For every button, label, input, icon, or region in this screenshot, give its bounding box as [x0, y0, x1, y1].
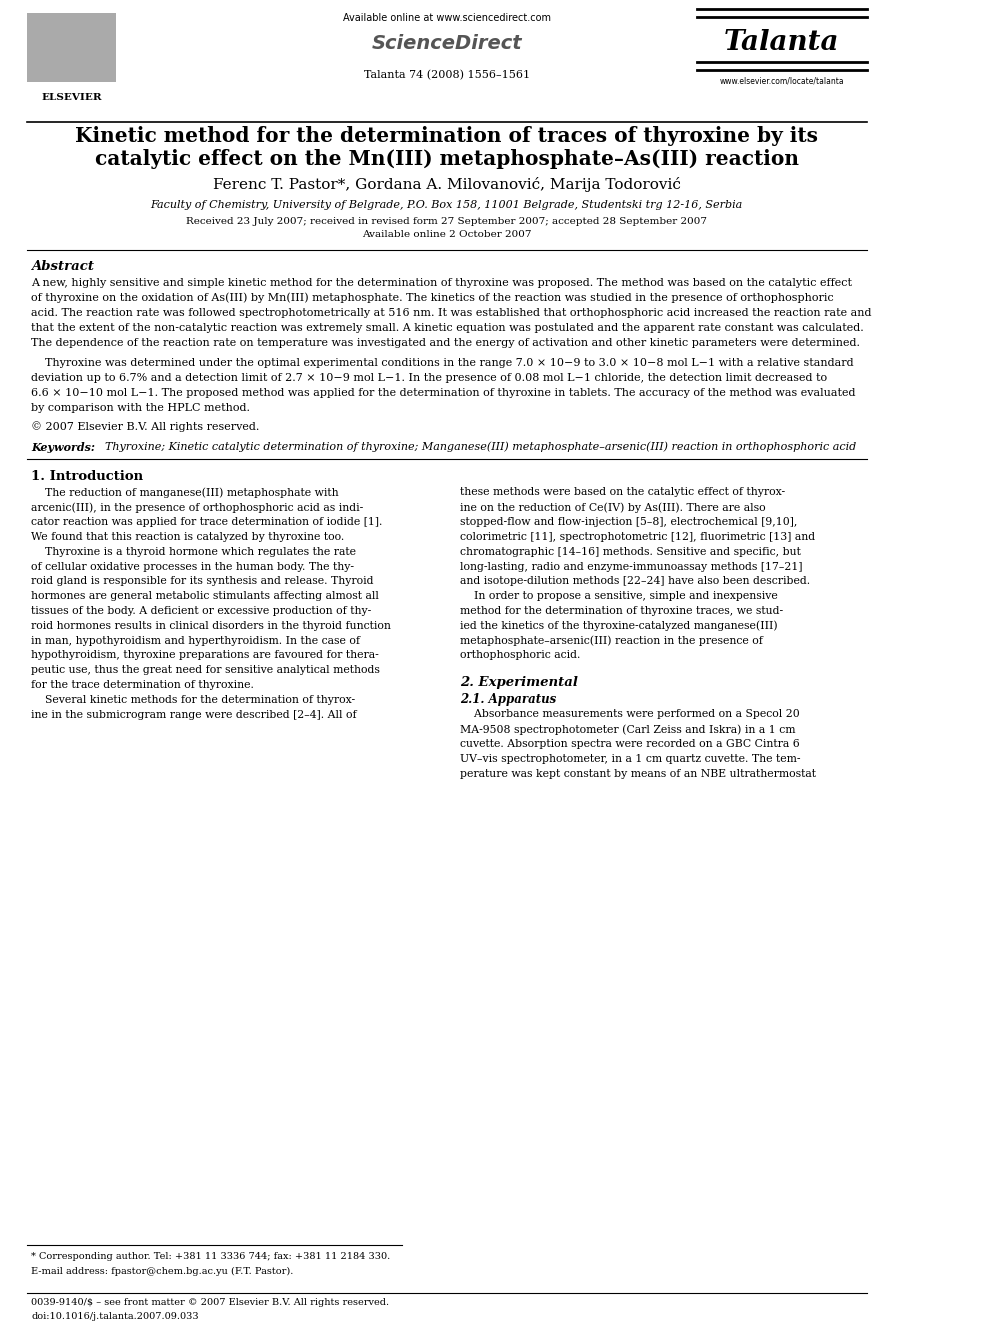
- Text: The reduction of manganese(III) metaphosphate with: The reduction of manganese(III) metaphos…: [32, 487, 339, 497]
- Text: by comparison with the HPLC method.: by comparison with the HPLC method.: [32, 404, 250, 413]
- Text: metaphosphate–arsenic(III) reaction in the presence of: metaphosphate–arsenic(III) reaction in t…: [460, 635, 763, 646]
- Text: A new, highly sensitive and simple kinetic method for the determination of thyro: A new, highly sensitive and simple kinet…: [32, 278, 852, 287]
- Text: colorimetric [11], spectrophotometric [12], fluorimetric [13] and: colorimetric [11], spectrophotometric [1…: [460, 532, 815, 542]
- Text: In order to propose a sensitive, simple and inexpensive: In order to propose a sensitive, simple …: [460, 591, 778, 601]
- Text: Kinetic method for the determination of traces of thyroxine by its: Kinetic method for the determination of …: [75, 126, 818, 146]
- Text: catalytic effect on the Mn(III) metaphosphate–As(III) reaction: catalytic effect on the Mn(III) metaphos…: [94, 149, 799, 169]
- Text: Thyroxine; Kinetic catalytic determination of thyroxine; Manganese(III) metaphos: Thyroxine; Kinetic catalytic determinati…: [98, 442, 856, 452]
- Text: long-lasting, radio and enzyme-immunoassay methods [17–21]: long-lasting, radio and enzyme-immunoass…: [460, 561, 803, 572]
- Text: doi:10.1016/j.talanta.2007.09.033: doi:10.1016/j.talanta.2007.09.033: [32, 1311, 198, 1320]
- Text: hormones are general metabolic stimulants affecting almost all: hormones are general metabolic stimulant…: [32, 591, 379, 601]
- Text: 2.1. Apparatus: 2.1. Apparatus: [460, 693, 557, 706]
- Text: Faculty of Chemistry, University of Belgrade, P.O. Box 158, 11001 Belgrade, Stud: Faculty of Chemistry, University of Belg…: [151, 200, 743, 209]
- Text: MA-9508 spectrophotometer (Carl Zeiss and Iskra) in a 1 cm: MA-9508 spectrophotometer (Carl Zeiss an…: [460, 724, 796, 734]
- Text: www.elsevier.com/locate/talanta: www.elsevier.com/locate/talanta: [719, 77, 844, 86]
- Text: 0039-9140/$ – see front matter © 2007 Elsevier B.V. All rights reserved.: 0039-9140/$ – see front matter © 2007 El…: [32, 1298, 390, 1307]
- Text: acid. The reaction rate was followed spectrophotometrically at 516 nm. It was es: acid. The reaction rate was followed spe…: [32, 308, 872, 318]
- Text: roid gland is responsible for its synthesis and release. Thyroid: roid gland is responsible for its synthe…: [32, 577, 374, 586]
- Text: ied the kinetics of the thyroxine-catalyzed manganese(III): ied the kinetics of the thyroxine-cataly…: [460, 620, 778, 631]
- Text: Several kinetic methods for the determination of thyrox-: Several kinetic methods for the determin…: [32, 695, 355, 705]
- Text: Talanta: Talanta: [724, 29, 839, 56]
- Text: We found that this reaction is catalyzed by thyroxine too.: We found that this reaction is catalyzed…: [32, 532, 344, 542]
- Text: Available online at www.sciencedirect.com: Available online at www.sciencedirect.co…: [342, 13, 551, 24]
- Bar: [27, 13, 116, 82]
- Text: tissues of the body. A deficient or excessive production of thy-: tissues of the body. A deficient or exce…: [32, 606, 372, 617]
- Text: and isotope-dilution methods [22–24] have also been described.: and isotope-dilution methods [22–24] hav…: [460, 577, 810, 586]
- Text: ine in the submicrogram range were described [2–4]. All of: ine in the submicrogram range were descr…: [32, 709, 357, 720]
- Text: arcenic(III), in the presence of orthophosphoric acid as indi-: arcenic(III), in the presence of orthoph…: [32, 503, 363, 513]
- Text: perature was kept constant by means of an NBE ultrathermostat: perature was kept constant by means of a…: [460, 769, 816, 778]
- Text: deviation up to 6.7% and a detection limit of 2.7 × 10−9 mol L−1. In the presenc: deviation up to 6.7% and a detection lim…: [32, 373, 827, 382]
- Text: 2. Experimental: 2. Experimental: [460, 676, 578, 689]
- Text: * Corresponding author. Tel: +381 11 3336 744; fax: +381 11 2184 330.: * Corresponding author. Tel: +381 11 333…: [32, 1252, 391, 1261]
- Text: peutic use, thus the great need for sensitive analytical methods: peutic use, thus the great need for sens…: [32, 665, 380, 675]
- Text: ine on the reduction of Ce(IV) by As(III). There are also: ine on the reduction of Ce(IV) by As(III…: [460, 503, 766, 513]
- Text: roid hormones results in clinical disorders in the thyroid function: roid hormones results in clinical disord…: [32, 620, 391, 631]
- Text: cuvette. Absorption spectra were recorded on a GBC Cintra 6: cuvette. Absorption spectra were recorde…: [460, 740, 800, 749]
- Text: ELSEVIER: ELSEVIER: [41, 93, 102, 102]
- Text: Thyroxine is a thyroid hormone which regulates the rate: Thyroxine is a thyroid hormone which reg…: [32, 546, 356, 557]
- Text: Abstract: Abstract: [32, 261, 94, 274]
- Text: ScienceDirect: ScienceDirect: [371, 34, 522, 53]
- Text: of cellular oxidative processes in the human body. The thy-: of cellular oxidative processes in the h…: [32, 561, 354, 572]
- Text: that the extent of the non-catalytic reaction was extremely small. A kinetic equ: that the extent of the non-catalytic rea…: [32, 323, 864, 333]
- Text: cator reaction was applied for trace determination of iodide [1].: cator reaction was applied for trace det…: [32, 517, 383, 527]
- Text: Ferenc T. Pastor*, Gordana A. Milovanović, Marija Todorović: Ferenc T. Pastor*, Gordana A. Milovanovi…: [212, 177, 681, 192]
- Text: Absorbance measurements were performed on a Specol 20: Absorbance measurements were performed o…: [460, 709, 800, 720]
- Text: 6.6 × 10−10 mol L−1. The proposed method was applied for the determination of th: 6.6 × 10−10 mol L−1. The proposed method…: [32, 388, 856, 398]
- Text: chromatographic [14–16] methods. Sensitive and specific, but: chromatographic [14–16] methods. Sensiti…: [460, 546, 801, 557]
- Text: Keywords:: Keywords:: [32, 442, 95, 452]
- Text: 1. Introduction: 1. Introduction: [32, 470, 144, 483]
- Text: E-mail address: fpastor@chem.bg.ac.yu (F.T. Pastor).: E-mail address: fpastor@chem.bg.ac.yu (F…: [32, 1266, 294, 1275]
- Text: © 2007 Elsevier B.V. All rights reserved.: © 2007 Elsevier B.V. All rights reserved…: [32, 421, 260, 431]
- Text: these methods were based on the catalytic effect of thyrox-: these methods were based on the catalyti…: [460, 487, 786, 497]
- Text: The dependence of the reaction rate on temperature was investigated and the ener: The dependence of the reaction rate on t…: [32, 339, 860, 348]
- Text: stopped-flow and flow-injection [5–8], electrochemical [9,10],: stopped-flow and flow-injection [5–8], e…: [460, 517, 798, 527]
- Text: orthophosphoric acid.: orthophosphoric acid.: [460, 651, 580, 660]
- Text: Available online 2 October 2007: Available online 2 October 2007: [362, 230, 532, 239]
- Text: UV–vis spectrophotometer, in a 1 cm quartz cuvette. The tem-: UV–vis spectrophotometer, in a 1 cm quar…: [460, 754, 801, 763]
- Text: hypothyroidism, thyroxine preparations are favoured for thera-: hypothyroidism, thyroxine preparations a…: [32, 651, 379, 660]
- Text: in man, hypothyroidism and hyperthyroidism. In the case of: in man, hypothyroidism and hyperthyroidi…: [32, 635, 360, 646]
- Text: for the trace determination of thyroxine.: for the trace determination of thyroxine…: [32, 680, 254, 691]
- Text: Thyroxine was determined under the optimal experimental conditions in the range : Thyroxine was determined under the optim…: [32, 357, 854, 368]
- Text: method for the determination of thyroxine traces, we stud-: method for the determination of thyroxin…: [460, 606, 784, 617]
- Text: Received 23 July 2007; received in revised form 27 September 2007; accepted 28 S: Received 23 July 2007; received in revis…: [186, 217, 707, 226]
- Text: Talanta 74 (2008) 1556–1561: Talanta 74 (2008) 1556–1561: [364, 70, 530, 81]
- Text: of thyroxine on the oxidation of As(III) by Mn(III) metaphosphate. The kinetics : of thyroxine on the oxidation of As(III)…: [32, 292, 834, 303]
